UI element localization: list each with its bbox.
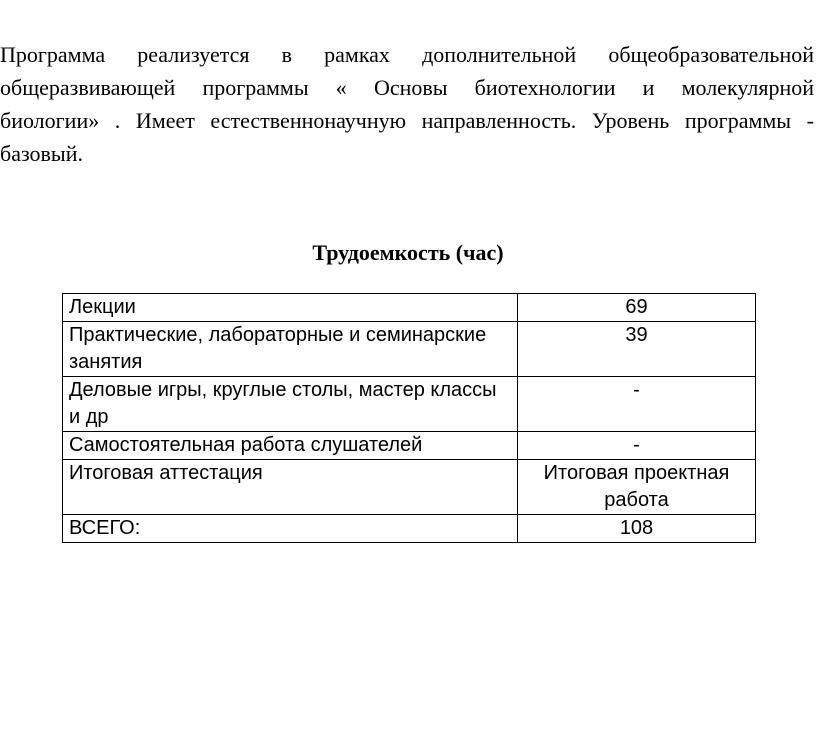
row-value: 69 [517, 293, 756, 322]
row-value: - [517, 431, 756, 460]
paragraph-line: базовый. [0, 141, 83, 166]
row-label: Практические, лабораторные и семинарские… [62, 321, 518, 377]
table-row: Лекции 69 [62, 293, 756, 322]
row-label: Самостоятельная работа слушателей [62, 431, 518, 460]
table-row: ВСЕГО: 108 [62, 514, 756, 543]
row-value: - [517, 376, 756, 432]
heading: Трудоемкость (час) [312, 240, 504, 265]
table: Лекции 69 Практические, лабораторные и сем… [62, 293, 756, 543]
paragraph-line: Программа реализуется в рамках дополните… [0, 42, 814, 67]
paragraph-line: биологии» . Имеет естественнонаучную нап… [0, 108, 814, 133]
row-label: Лекции [62, 293, 518, 322]
row-label: Итоговая аттестация [62, 459, 518, 515]
row-value: 39 [517, 321, 756, 377]
paragraph-line: общеразвивающей программы « Основы биоте… [0, 75, 814, 100]
table-row: Самостоятельная работа слушателей - [62, 431, 756, 460]
table-row: Итоговая аттестация Итоговая проектная ра… [62, 459, 756, 515]
row-label: ВСЕГО: [62, 514, 518, 543]
table-row: Практические, лабораторные и семинарские… [62, 321, 756, 377]
table-row: Деловые игры, круглые столы, мастер клас… [62, 376, 756, 432]
paragraph: Программа реализуется в рамках дополните… [0, 38, 814, 170]
row-label: Деловые игры, круглые столы, мастер клас… [62, 376, 518, 432]
row-value: 108 [517, 514, 756, 543]
row-value: Итоговая проектная работа [517, 459, 756, 515]
